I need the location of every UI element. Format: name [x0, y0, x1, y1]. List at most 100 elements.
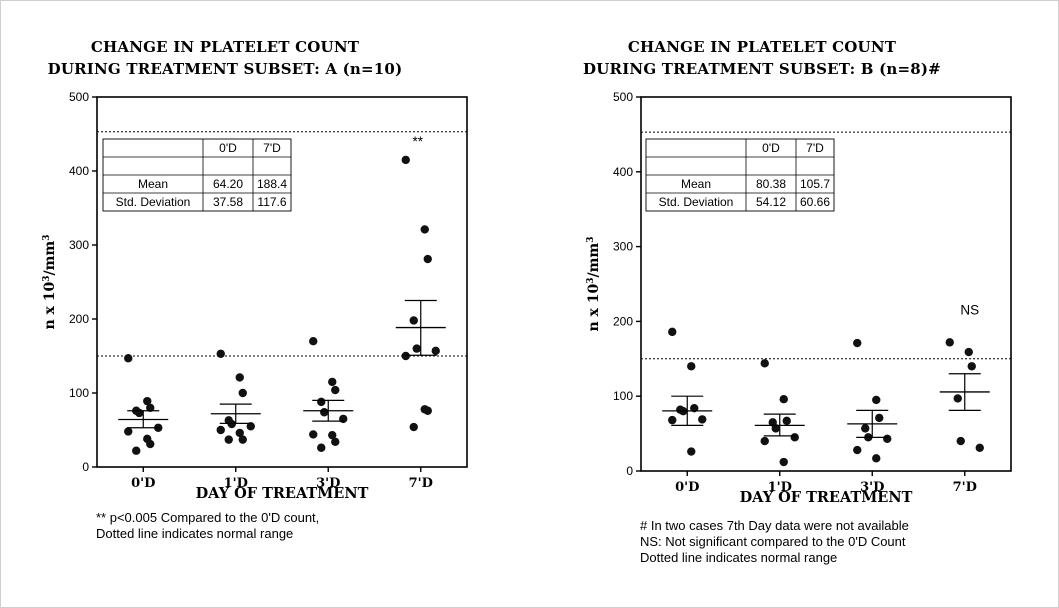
- chart2-table-cell-3-2: 60.66: [800, 195, 830, 209]
- chart2-point-0-5: [698, 415, 707, 424]
- chart2-point-2-3: [861, 424, 870, 433]
- chart1-point-0-1: [143, 396, 152, 406]
- chart1-point-0-6: [124, 427, 133, 436]
- chart2-point-3-4: [956, 436, 965, 446]
- chart2-x-tick-label-2: 3'D: [860, 480, 884, 495]
- chart1-point-2-1: [328, 377, 337, 387]
- chart1-point-2-0: [309, 337, 318, 346]
- chart1-footnote-1: Dotted line indicates normal range: [96, 526, 293, 541]
- chart1-point-3-0: [401, 155, 410, 165]
- chart2-point-0-7: [687, 447, 696, 456]
- chart2-table-cell-2-1: 80.38: [756, 177, 786, 191]
- chart1-table-cell-2-0: Mean: [138, 177, 168, 191]
- chart1-point-3-8: [423, 406, 432, 415]
- chart1-x-tick-label-0: 0'D: [131, 476, 155, 491]
- chart1-y-axis-label: n x 103/mm3: [42, 234, 58, 329]
- chart2-annotation-0: NS: [960, 302, 979, 317]
- chart2-point-2-7: [872, 454, 881, 463]
- chart1-x-tick-label-3: 7'D: [409, 476, 433, 491]
- chart1-point-0-2: [146, 403, 155, 412]
- chart1-table-cell-2-1: 64.20: [213, 177, 243, 191]
- chart1-y-tick-label-200: 200: [69, 312, 89, 326]
- chart2-y-tick-label-300: 300: [613, 240, 633, 254]
- chart1-x-tick-label-2: 3'D: [316, 476, 340, 491]
- chart2-x-tick-label-0: 0'D: [675, 480, 699, 495]
- chart1-point-1-7: [235, 428, 244, 438]
- chart2-table-cell-3-1: 54.12: [756, 195, 786, 209]
- chart2-table-cell-0-1: 0'D: [762, 141, 780, 155]
- chart1-point-1-0: [216, 349, 225, 358]
- chart2-point-1-1: [779, 394, 788, 404]
- chart2-point-2-0: [853, 338, 862, 348]
- chart1-point-2-9: [317, 443, 326, 452]
- chart2-point-0-6: [668, 415, 677, 425]
- chart1-y-tick-label-100: 100: [69, 386, 89, 400]
- chart1-point-3-3: [409, 316, 418, 325]
- chart1-point-3-1: [420, 225, 429, 234]
- chart2-point-2-5: [883, 434, 892, 444]
- chart1-point-0-9: [132, 446, 141, 455]
- chart2-x-axis-label: DAY OF TREATMENT: [740, 489, 913, 506]
- chart2-footnote-2: Dotted line indicates normal range: [640, 550, 837, 565]
- chart2-point-0-1: [687, 362, 696, 371]
- chart1-point-3-4: [412, 344, 421, 353]
- chart1-table-cell-2-2: 188.4: [257, 177, 287, 191]
- chart2-y-tick-label-400: 400: [613, 165, 633, 179]
- chart1-point-1-4: [227, 419, 236, 429]
- chart1-x-tick-label-1: 1'D: [224, 476, 248, 491]
- chart1-point-2-4: [320, 408, 329, 417]
- chart2-title-line1: CHANGE IN PLATELET COUNT: [628, 38, 897, 56]
- chart2-point-1-5: [790, 433, 799, 442]
- chart1-point-2-2: [331, 385, 340, 395]
- chart1-point-1-9: [224, 435, 233, 444]
- chart2-point-3-5: [975, 443, 984, 453]
- chart2-point-1-6: [760, 436, 769, 446]
- chart2-y-axis-label: n x 103/mm3: [586, 236, 602, 331]
- chart1-point-2-7: [328, 430, 337, 440]
- chart1-y-tick-label-300: 300: [69, 238, 89, 252]
- chart2-point-1-7: [779, 457, 788, 467]
- chart1-y-tick-label-500: 500: [69, 90, 89, 104]
- chart2-x-tick-label-1: 1'D: [768, 480, 792, 495]
- chart1-table-cell-0-2: 7'D: [263, 141, 281, 155]
- chart1-point-0-4: [135, 408, 144, 418]
- chart1-table-cell-3-2: 117.6: [257, 195, 286, 209]
- chart2-point-3-2: [967, 362, 976, 371]
- chart2-point-0-0: [668, 327, 677, 337]
- chart1-table-cell-3-0: Std. Deviation: [116, 195, 191, 209]
- chart2-y-tick-label-200: 200: [613, 314, 633, 328]
- chart2-title-line2: DURING TREATMENT SUBSET: B (n=8)#: [583, 60, 941, 78]
- chart1-footnote-0: ** p<0.005 Compared to the 0'D count,: [96, 510, 319, 525]
- chart2-plot-area: [640, 96, 1012, 472]
- chart1-point-2-6: [309, 430, 318, 439]
- chart2-table-cell-2-0: Mean: [681, 177, 711, 191]
- chart2-point-1-4: [771, 424, 780, 433]
- chart2-point-3-1: [964, 347, 973, 357]
- chart1-table-cell-3-1: 37.58: [213, 195, 243, 209]
- chart2-footnote-1: NS: Not significant compared to the 0'D …: [640, 534, 906, 549]
- chart2-point-2-1: [872, 395, 881, 405]
- chart2-y-tick-label-0: 0: [626, 464, 633, 478]
- chart1-title-line1: CHANGE IN PLATELET COUNT: [91, 38, 360, 56]
- chart1-point-2-8: [331, 437, 340, 447]
- chart2-y-tick-label-500: 500: [613, 90, 633, 104]
- chart1-title-line2: DURING TREATMENT SUBSET: A (n=10): [48, 60, 403, 78]
- chart1-point-2-5: [339, 414, 348, 424]
- chart2-table-cell-0-2: 7'D: [806, 141, 824, 155]
- chart2-point-3-0: [945, 338, 954, 347]
- chart1-point-3-2: [423, 254, 432, 264]
- chart1-point-3-9: [409, 422, 418, 432]
- chart1-y-tick-label-400: 400: [69, 164, 89, 178]
- chart2-table-cell-3-0: Std. Deviation: [659, 195, 734, 209]
- chart1-point-1-8: [238, 435, 247, 444]
- chart1-point-1-1: [235, 373, 244, 382]
- chart1-point-0-0: [124, 354, 133, 363]
- chart2-y-tick-label-100: 100: [613, 389, 633, 403]
- chart2-point-2-2: [875, 413, 884, 423]
- chart1-point-3-5: [431, 346, 440, 356]
- chart2-table-cell-2-2: 105.7: [800, 177, 830, 191]
- chart1-annotation-0: **: [412, 134, 423, 149]
- chart1-point-1-6: [216, 425, 225, 435]
- chart2-point-2-6: [853, 445, 862, 455]
